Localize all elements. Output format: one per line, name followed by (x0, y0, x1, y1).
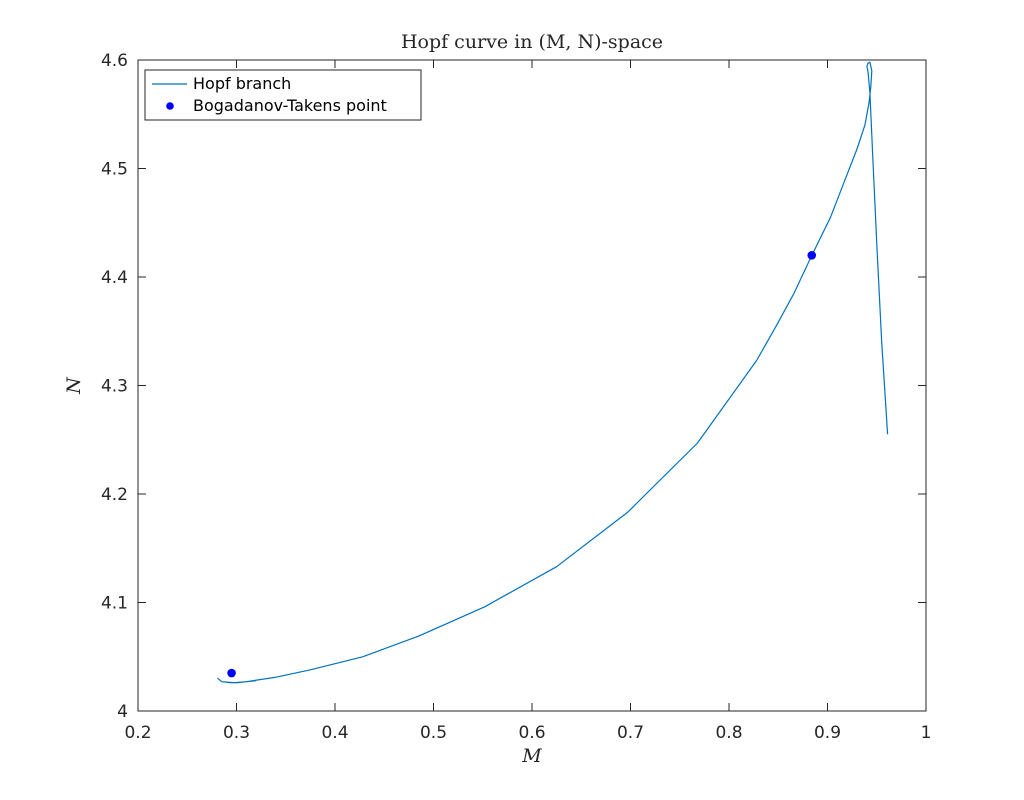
bogadanov-takens-point-marker (807, 251, 817, 260)
x-tick-label: 0.5 (420, 723, 447, 743)
x-tick-label: 0.4 (321, 723, 348, 743)
x-axis-label: M (521, 745, 542, 767)
bogadanov-takens-point-marker (227, 668, 236, 678)
x-tick-label: 0.7 (617, 723, 644, 743)
y-tick-label: 4.1 (101, 594, 128, 614)
y-tick-label: 4.2 (101, 485, 128, 505)
x-tick-label: 0.6 (518, 723, 545, 743)
y-tick-label: 4.3 (101, 377, 128, 397)
y-tick-label: 4.4 (101, 268, 128, 288)
legend-box (144, 69, 422, 121)
x-tick-label: 0.2 (124, 723, 151, 743)
legend-label-bt-point: Bogadanov-Takens point (193, 96, 387, 115)
x-tick-label: 0.9 (814, 723, 841, 743)
legend-label-hopf-branch: Hopf branch (193, 74, 291, 93)
x-tick-label: 0.3 (223, 723, 250, 743)
y-tick-label: 4.6 (101, 51, 128, 71)
y-tick-label: 4.5 (101, 160, 128, 180)
x-tick-label: 1 (921, 723, 932, 743)
y-axis-label: N (63, 376, 85, 395)
chart-title: Hopf curve in (M, N)-space (401, 31, 663, 53)
axes-box (137, 59, 927, 712)
hopf-branch-line (217, 61, 889, 684)
x-tick-label: 0.8 (715, 723, 742, 743)
legend-marker-swatch (166, 102, 174, 110)
legend: Hopf branch Bogadanov-Takens point (144, 69, 422, 121)
plot-area: 0.2 0.3 0.4 0.5 0.6 0.7 0.8 0.9 1 4 4.1 4.2 4.3 4.4 4.… (101, 51, 931, 743)
y-tick-label: 4 (117, 702, 128, 722)
